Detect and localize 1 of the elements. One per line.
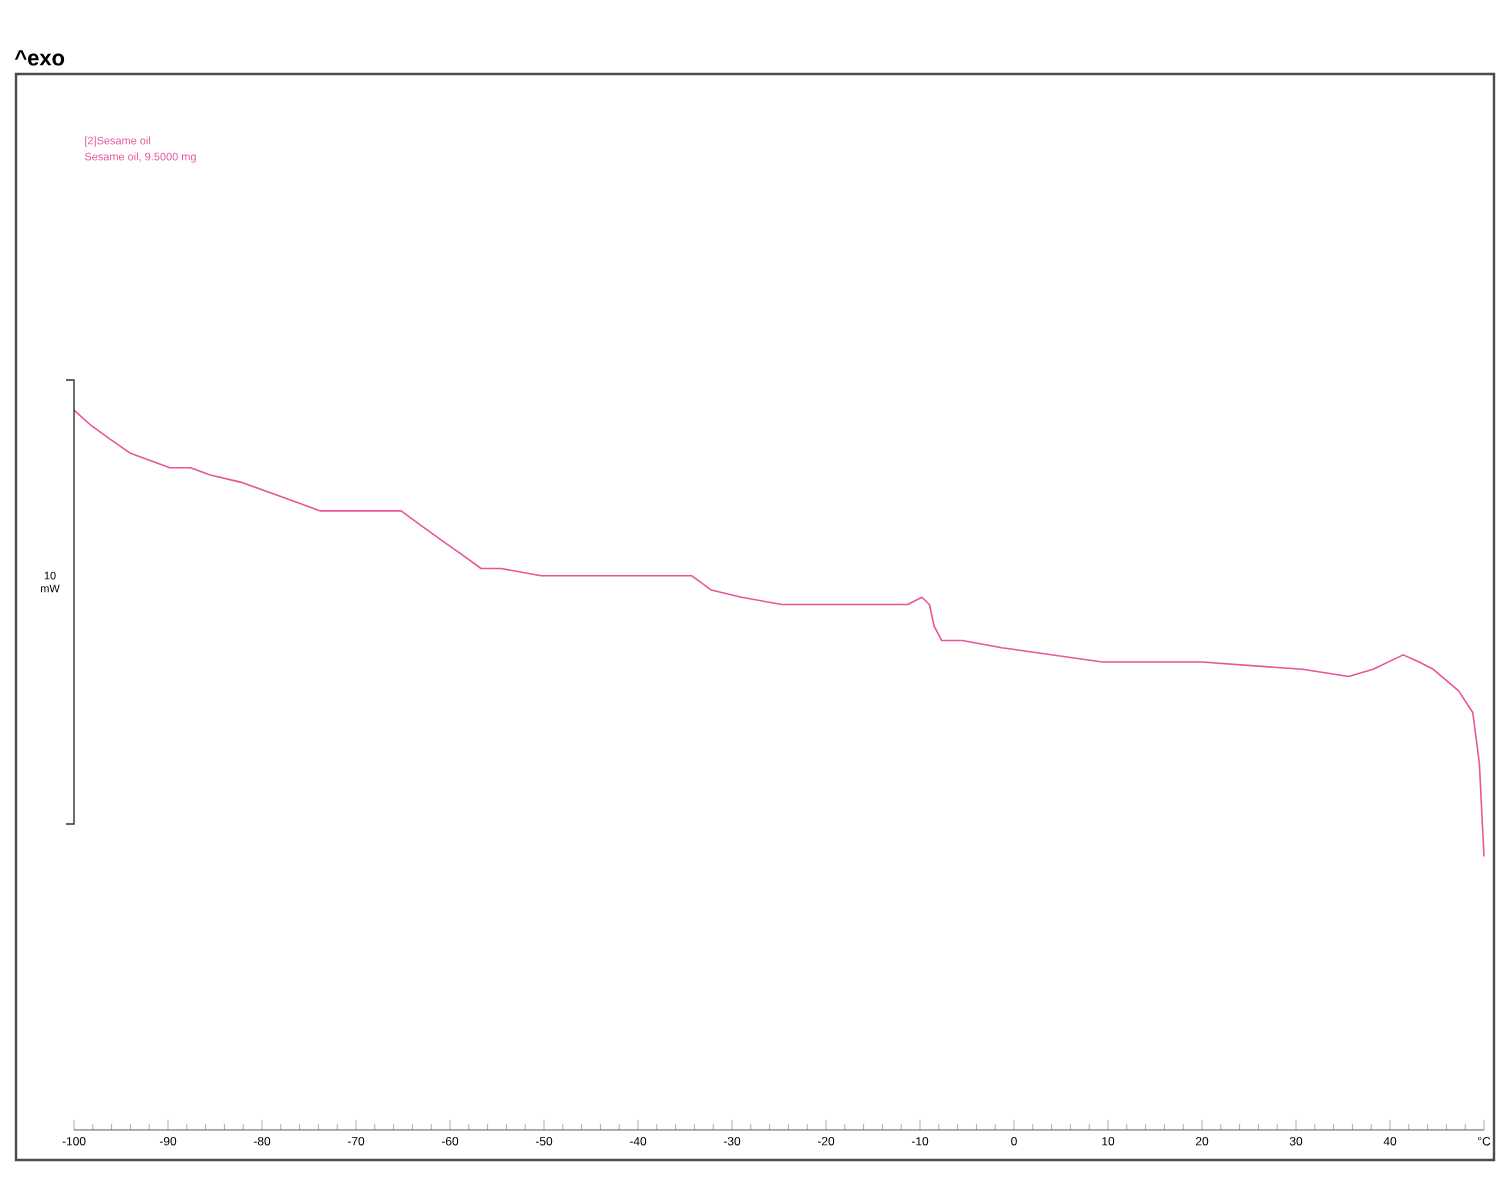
text: ^exo — [14, 50, 65, 66]
